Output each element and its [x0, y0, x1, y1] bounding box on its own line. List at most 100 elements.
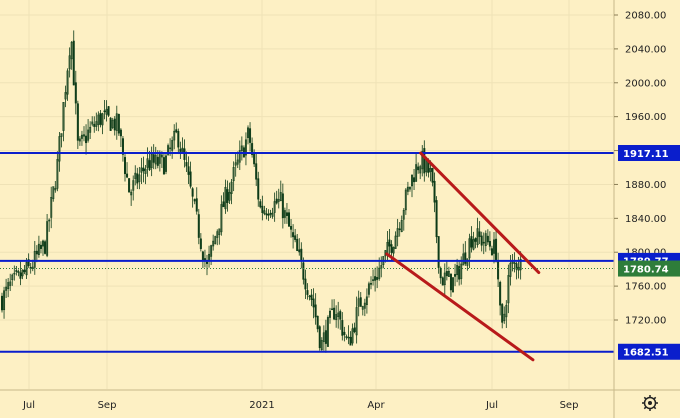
candle-body [388, 239, 391, 247]
candle-body [449, 273, 452, 291]
candle-body [154, 154, 157, 165]
candle-body [175, 129, 178, 133]
candle-body [474, 238, 477, 242]
candle-body [437, 236, 440, 268]
candle-body [351, 328, 354, 344]
candle-body [433, 180, 436, 203]
candle-body [267, 213, 270, 216]
candle-body [370, 282, 372, 285]
candle-body [249, 128, 252, 143]
x-tick-label: Apr [367, 400, 385, 411]
candle-body [413, 177, 416, 183]
candle-body [271, 212, 274, 217]
current-price-label-text: 1780.74 [623, 264, 669, 275]
candle-body [9, 281, 12, 286]
candle-body [411, 174, 413, 187]
candle-body [519, 258, 522, 271]
candle-body [429, 168, 432, 172]
candle-body [103, 110, 106, 113]
candle-body [121, 138, 124, 155]
candle-body [290, 226, 293, 230]
candle-body [263, 210, 266, 215]
candle-body [91, 121, 94, 125]
candle-body [359, 297, 362, 307]
candle-body [458, 266, 461, 280]
candle-body [214, 236, 217, 244]
candle-body [343, 331, 346, 336]
candle-body [484, 233, 487, 247]
candle-body [259, 201, 262, 208]
candle-body [392, 247, 395, 254]
candle-body [244, 139, 247, 156]
candle-body [275, 198, 278, 204]
candle-body [296, 238, 299, 252]
channel-line [385, 252, 535, 362]
candle-body [326, 317, 329, 347]
candle-body [58, 136, 61, 162]
candle-body [400, 220, 403, 232]
channel-lines [385, 151, 541, 362]
candle-body [357, 298, 360, 307]
candle-body [177, 130, 180, 148]
candle-body [156, 156, 159, 166]
candle-body [191, 188, 194, 197]
candle-body [1, 295, 3, 311]
candle-body [93, 123, 96, 127]
candle-body [222, 201, 225, 208]
candle-body [230, 181, 233, 194]
candle-body [17, 271, 20, 273]
candle-body [183, 148, 186, 160]
candle-body [193, 199, 196, 202]
candle-body [13, 272, 16, 275]
chart-settings-button[interactable] [642, 395, 658, 411]
gear-icon [643, 396, 657, 410]
candle-body [169, 147, 172, 150]
candle-body [349, 336, 352, 346]
candle-body [294, 235, 297, 240]
candle-body [445, 271, 448, 277]
candle-body [298, 249, 301, 253]
candle-body [417, 166, 420, 171]
candle-body [337, 312, 340, 317]
candle-body [421, 150, 424, 170]
candle-body [460, 263, 463, 279]
candle-body [443, 272, 446, 286]
candle-body [452, 277, 454, 293]
candle-body [509, 262, 512, 277]
candle-body [228, 192, 231, 201]
candle-body [472, 239, 475, 250]
candle-body [240, 145, 243, 151]
candles [1, 30, 522, 353]
candle-body [142, 167, 145, 172]
candle-body [394, 235, 397, 249]
candle-body [376, 277, 379, 280]
candle-body [501, 304, 504, 323]
candle-body [48, 219, 51, 222]
level-price-label: 1682.51 [618, 343, 680, 360]
candle-body [441, 277, 444, 286]
candle-body [470, 236, 473, 248]
gear-icon-center [648, 401, 652, 405]
candle-body [5, 286, 8, 291]
candle-body [56, 159, 59, 189]
y-tick-label: 1840.00 [625, 214, 666, 225]
candle-body [226, 189, 229, 203]
candle-body [218, 228, 221, 235]
candle-body [396, 228, 399, 237]
candle-body [480, 235, 483, 246]
candle-body [185, 162, 188, 167]
candle-body [372, 279, 375, 281]
y-tick-label: 1720.00 [625, 316, 666, 327]
candle-body [310, 294, 313, 300]
x-tick-label: Sep [560, 400, 579, 411]
candle-body [236, 159, 239, 165]
level-price-label-background [618, 145, 680, 162]
candle-body [404, 189, 407, 211]
current-price-label: 1780.74 [618, 260, 680, 277]
candle-body [78, 138, 81, 142]
candle-body [462, 253, 465, 266]
